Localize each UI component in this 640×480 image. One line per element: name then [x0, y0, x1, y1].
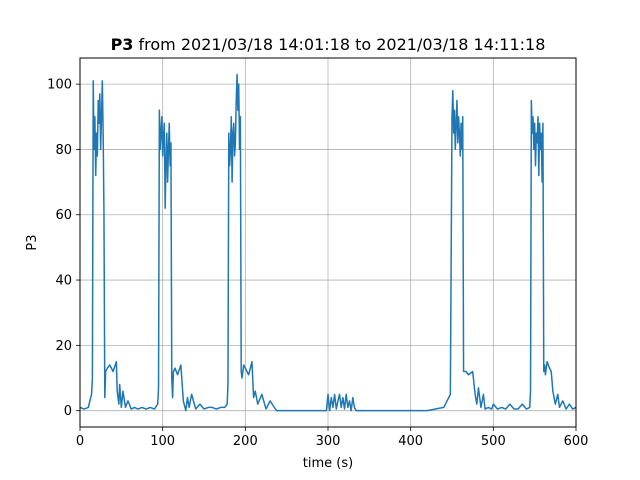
y-tick-label: 20 — [55, 339, 72, 354]
x-tick-label: 0 — [76, 434, 84, 449]
y-tick-label: 80 — [55, 143, 72, 158]
chart-title-rest: from 2021/03/18 14:01:18 to 2021/03/18 1… — [133, 35, 545, 54]
x-tick-label: 100 — [150, 434, 175, 449]
x-axis-label: time (s) — [303, 456, 353, 471]
y-tick-label: 0 — [64, 404, 72, 419]
x-tick-label: 600 — [564, 434, 589, 449]
y-axis-ticks: 0 20 40 60 80 100 — [47, 78, 80, 419]
grid — [79, 58, 577, 427]
y-tick-label: 40 — [55, 274, 72, 289]
x-tick-label: 400 — [398, 434, 423, 449]
x-tick-label: 500 — [481, 434, 506, 449]
series-line — [79, 73, 577, 412]
x-tick-label: 300 — [316, 434, 341, 449]
series-layer — [79, 73, 577, 412]
y-tick-label: 60 — [55, 208, 72, 223]
chart-title-bold: P3 — [111, 35, 134, 54]
x-axis-ticks: 0 100 200 300 400 500 600 — [76, 427, 589, 449]
y-axis-label: P3 — [25, 234, 40, 250]
chart-title: P3 from 2021/03/18 14:01:18 to 2021/03/1… — [111, 35, 546, 54]
y-tick-label: 100 — [47, 78, 72, 93]
x-tick-label: 200 — [233, 434, 258, 449]
